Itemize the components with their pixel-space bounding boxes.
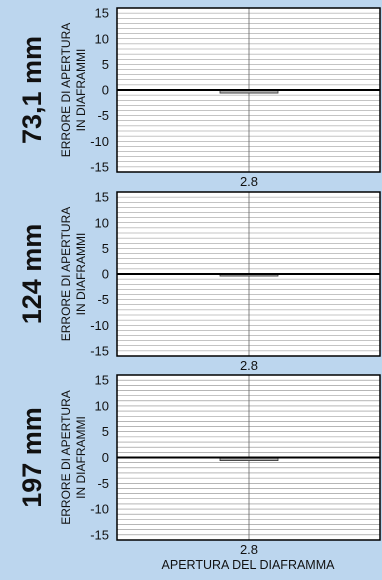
focal-length-title: 73,1 mm [17,36,47,144]
y-axis-label-line1: ERRORE DI APERTURA [59,23,73,157]
y-tick-label: -15 [90,527,109,542]
y-tick-label: 15 [95,373,109,388]
y-tick-label: -5 [97,108,109,123]
y-tick-label: -15 [90,343,109,358]
y-tick-label: -15 [90,159,109,174]
focal-length-title: 124 mm [17,224,47,325]
x-tick-label: 2.8 [240,358,258,373]
y-tick-label: -10 [90,318,109,333]
x-tick-label: 2.8 [240,542,258,557]
y-tick-label: -5 [97,292,109,307]
y-tick-label: -10 [90,502,109,517]
y-tick-label: 5 [102,57,109,72]
y-tick-label: -5 [97,476,109,491]
plot-frame [116,191,381,357]
plot-frame [116,374,381,541]
y-tick-label: -10 [90,134,109,149]
y-tick-label: 10 [95,215,109,230]
y-axis-label-line2: IN DIAFRAMMI [74,233,88,316]
y-axis-label-line1: ERRORE DI APERTURA [59,207,73,341]
y-axis-label-line2: IN DIAFRAMMI [74,49,88,132]
y-tick-label: 5 [102,241,109,256]
y-tick-label: 5 [102,424,109,439]
y-tick-label: 0 [102,83,109,98]
y-axis-label-line1: ERRORE DI APERTURA [59,390,73,524]
x-tick-label: 2.8 [240,174,258,189]
x-axis-label: APERTURA DEL DIAFRAMMA [162,558,336,572]
y-tick-label: 15 [95,190,109,205]
y-tick-label: 10 [95,398,109,413]
y-tick-label: 0 [102,450,109,465]
y-tick-label: 0 [102,267,109,282]
plot-frame [116,7,381,173]
y-tick-label: 10 [95,31,109,46]
focal-length-title: 197 mm [17,407,47,508]
y-axis-label-line2: IN DIAFRAMMI [74,416,88,499]
y-tick-label: 15 [95,6,109,21]
